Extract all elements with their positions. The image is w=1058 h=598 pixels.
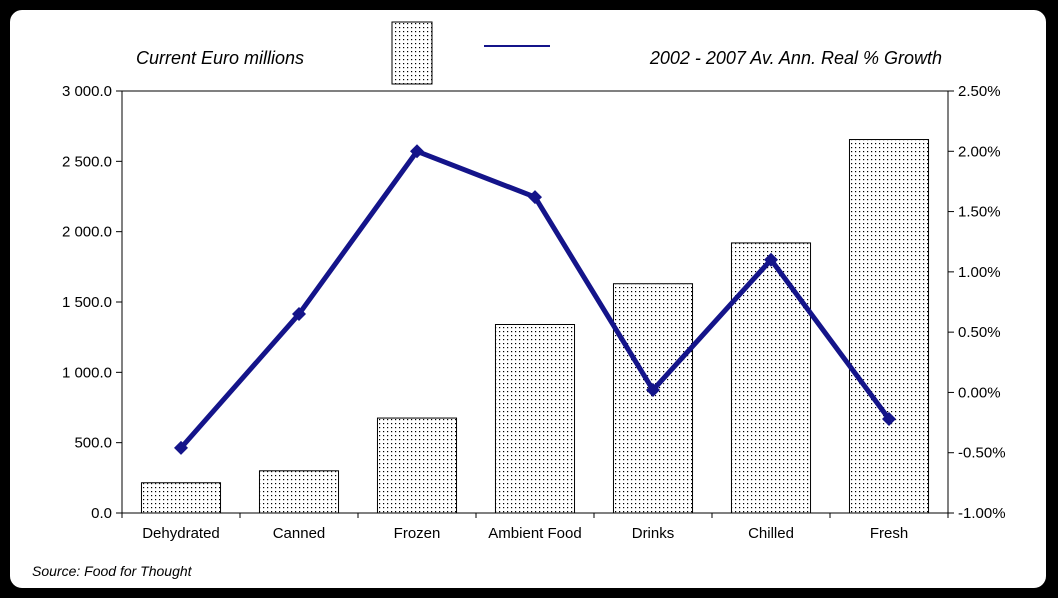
right-tick-label: 2.50% (958, 83, 1001, 100)
left-tick-label: 3 000.0 (62, 83, 112, 100)
chart-svg: Current Euro millions 2002 - 2007 Av. An… (32, 21, 1006, 579)
left-tick-label: 0.0 (91, 505, 112, 522)
growth-point-ambient-food (528, 190, 542, 205)
legend-bars-label: Current Euro millions (136, 48, 304, 68)
category-label: Chilled (748, 525, 794, 542)
legend-bars-swatch (391, 21, 433, 85)
growth-point-frozen (410, 144, 424, 159)
bar-dehydrated (140, 482, 222, 514)
bar-frozen (376, 417, 458, 514)
left-tick-label: 2 500.0 (62, 153, 112, 170)
category-label: Frozen (394, 525, 441, 542)
left-tick-label: 1 000.0 (62, 364, 112, 381)
growth-point-drinks (646, 383, 660, 398)
category-label: Drinks (632, 525, 675, 542)
category-label: Fresh (870, 525, 908, 542)
right-tick-label: -1.00% (958, 505, 1006, 522)
bar-fresh (848, 139, 930, 514)
right-tick-label: 2.00% (958, 143, 1001, 160)
left-tick-label: 1 500.0 (62, 294, 112, 311)
right-tick-label: 1.00% (958, 264, 1001, 281)
left-tick-label: 2 000.0 (62, 224, 112, 241)
growth-point-dehydrated (174, 440, 188, 455)
category-label: Canned (273, 525, 326, 542)
chart-frame: Current Euro millions 2002 - 2007 Av. An… (8, 8, 1048, 590)
bar-chilled (730, 242, 812, 514)
bar-drinks (612, 283, 694, 514)
legend-line-label: 2002 - 2007 Av. Ann. Real % Growth (649, 48, 942, 68)
bar-canned (258, 470, 340, 514)
right-tick-label: 0.00% (958, 384, 1001, 401)
category-label: Ambient Food (488, 525, 581, 542)
growth-point-fresh (882, 411, 896, 426)
right-tick-label: 1.50% (958, 204, 1001, 221)
left-tick-label: 500.0 (74, 435, 112, 452)
bar-ambient-food (494, 324, 576, 514)
growth-point-canned (292, 307, 306, 322)
right-tick-label: -0.50% (958, 445, 1006, 462)
right-tick-label: 0.50% (958, 324, 1001, 341)
category-label: Dehydrated (142, 525, 220, 542)
source-note: Source: Food for Thought (32, 563, 193, 579)
